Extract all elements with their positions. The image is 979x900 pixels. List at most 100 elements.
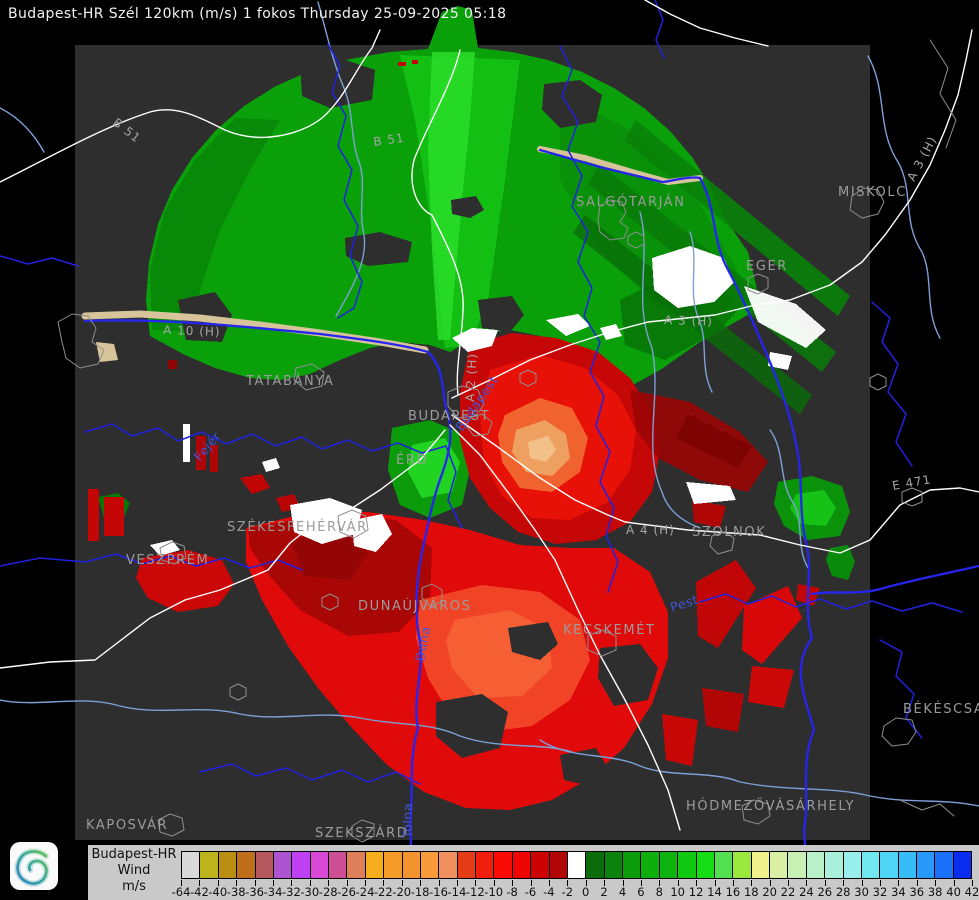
roads xyxy=(0,0,979,831)
legend-tick xyxy=(640,880,642,886)
city-label: BUDAPEST xyxy=(408,409,490,424)
road-label: A 3 (H) xyxy=(664,313,713,329)
legend-color-cell xyxy=(623,852,642,878)
city-label: VESZPRÉM xyxy=(126,552,209,568)
road-label: B 51 xyxy=(372,131,405,149)
legend-tick-label: -64 xyxy=(171,885,191,899)
legend-tick xyxy=(935,880,937,886)
legend-color-cell xyxy=(604,852,623,878)
legend-tick xyxy=(677,880,679,886)
legend-tick xyxy=(291,880,293,886)
legend-tick-label: -6 xyxy=(524,885,537,899)
legend-tick xyxy=(604,880,606,886)
legend-color-cell xyxy=(420,852,440,878)
legend-tick xyxy=(438,880,440,886)
legend-color-cell xyxy=(861,852,881,878)
legend-color-cell xyxy=(567,852,587,878)
legend-color-cell xyxy=(218,852,238,878)
app-logo xyxy=(10,842,58,890)
legend-color-cell xyxy=(641,852,660,878)
city-label: KAPOSVÁR xyxy=(86,817,168,833)
legend-color-cell xyxy=(512,852,532,878)
legend-color-cell xyxy=(898,852,917,878)
legend-tick-label: -28 xyxy=(318,885,338,899)
city-label: BÉKÉSCSABA xyxy=(903,701,979,717)
legend-tick-label: -24 xyxy=(355,885,375,899)
legend-color-cell xyxy=(733,852,752,878)
legend-tick-label: 22 xyxy=(780,885,796,899)
legend-tick xyxy=(972,880,973,886)
spiral-icon xyxy=(14,848,50,887)
legend-header: Budapest-HR Wind m/s xyxy=(90,847,178,898)
legend-tick xyxy=(898,880,900,886)
legend-tick-label: -16 xyxy=(429,885,448,899)
legend-color-cell xyxy=(843,852,862,878)
legend-tick-label: 8 xyxy=(655,885,663,899)
legend-tick-label: -14 xyxy=(447,885,467,899)
legend-tick-label: -38 xyxy=(226,885,246,899)
legend-colorbar xyxy=(181,851,972,879)
legend-color-cell xyxy=(365,852,385,878)
legend-color-cell xyxy=(457,852,476,878)
legend-tick xyxy=(659,880,661,886)
city-label: SZEKSZÁRD xyxy=(315,825,408,841)
legend-tick-label: -34 xyxy=(263,885,283,899)
legend-color-cell xyxy=(770,852,789,878)
legend-tick xyxy=(383,880,385,886)
geography-overlay xyxy=(0,0,979,847)
legend-tick xyxy=(512,880,514,886)
legend-tick-label: 0 xyxy=(582,885,590,899)
legend-tick xyxy=(199,880,201,886)
legend-tick-label: 30 xyxy=(854,885,869,899)
legend-tick xyxy=(622,880,624,886)
velocity-away-region xyxy=(88,333,820,810)
legend-tick xyxy=(328,880,330,886)
legend-units: m/s xyxy=(122,879,146,894)
legend-tick-label: 6 xyxy=(637,885,645,899)
legend-tick-label: 14 xyxy=(707,885,722,899)
legend-color-cell xyxy=(494,852,513,878)
settlement-outlines xyxy=(57,39,957,843)
road-label: A 2 (H) xyxy=(463,353,480,403)
legend-tick xyxy=(365,880,366,886)
city-label: TATABÁNYA xyxy=(245,373,334,389)
legend-color-cell xyxy=(237,852,256,878)
legend-tick-label: 18 xyxy=(743,885,759,899)
legend-tick xyxy=(530,880,532,886)
city-label: MISKOLC xyxy=(838,185,907,200)
legend-tick xyxy=(806,880,808,886)
legend-color-cell xyxy=(935,852,954,878)
city-label: KECSKEMÉT xyxy=(563,622,656,638)
legend-tick-label: -40 xyxy=(208,885,228,899)
legend-color-cell xyxy=(953,852,972,878)
legend-tick-label: -2 xyxy=(561,885,574,899)
legend-color-cell xyxy=(549,852,568,878)
legend-color-cell xyxy=(751,852,770,878)
city-label: EGER xyxy=(746,259,788,274)
legend-tick-label: -10 xyxy=(484,885,504,899)
legend-tick xyxy=(880,880,881,886)
water-label: Tolna xyxy=(400,803,415,839)
legend-color-cell xyxy=(200,852,219,878)
legend-tick xyxy=(181,880,182,886)
map-labels: TATABÁNYA BUDAPEST ÉRD SZÉKESFEHÉRVÁR VESZPR… xyxy=(86,115,979,841)
legend-tick-label: 12 xyxy=(688,885,704,899)
legend-tick xyxy=(953,880,955,886)
legend-tick xyxy=(456,880,458,886)
legend-color-cell xyxy=(310,852,329,878)
legend-tick xyxy=(236,880,238,886)
road-label: A 10 (H) xyxy=(163,323,221,339)
legend-color-cell xyxy=(531,852,550,878)
legend-tick-label: -8 xyxy=(506,885,518,899)
city-label: DUNAÚJVÁROS xyxy=(358,598,472,614)
legend-tick xyxy=(346,880,348,886)
legend-color-cell xyxy=(384,852,403,878)
legend-tick-label: -36 xyxy=(245,885,264,899)
legend-color-cell xyxy=(806,852,826,878)
legend-field: Wind xyxy=(117,863,151,878)
legend-tick-label: -4 xyxy=(543,885,555,899)
legend-color-cell xyxy=(182,852,201,878)
legend-tick xyxy=(475,880,477,886)
legend-tick xyxy=(714,880,716,886)
